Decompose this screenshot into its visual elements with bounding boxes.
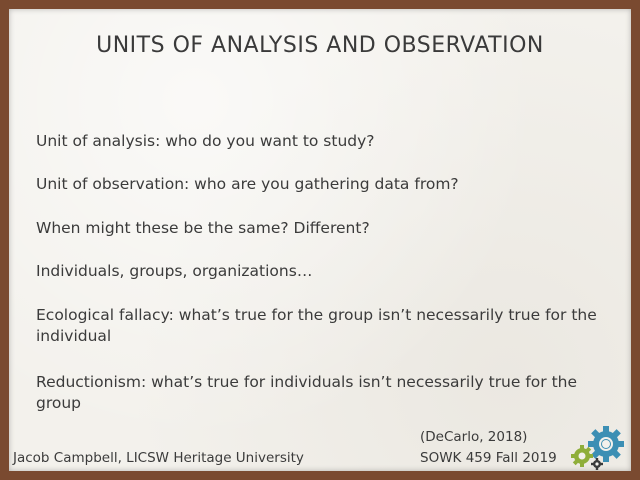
slide-title: UNITS OF ANALYSIS AND OBSERVATION	[96, 33, 544, 58]
bullet-item: Individuals, groups, organizations…	[36, 262, 313, 280]
slide: UNITS OF ANALYSIS AND OBSERVATION Unit o…	[9, 9, 631, 471]
bullet-item: Reductionism: what’s true for individual…	[36, 373, 578, 412]
bullet-item: Ecological fallacy: what’s true for the …	[36, 306, 597, 345]
bullet-item: Unit of analysis: who do you want to stu…	[36, 132, 375, 150]
gears-icon	[570, 424, 626, 474]
bullet-item: When might these be the same? Different?	[36, 219, 370, 237]
footer-course: SOWK 459 Fall 2019	[420, 450, 557, 466]
footer-author: Jacob Campbell, LICSW Heritage Universit…	[13, 450, 304, 466]
citation: (DeCarlo, 2018)	[420, 429, 528, 445]
bullet-item: Unit of observation: who are you gatheri…	[36, 175, 459, 193]
